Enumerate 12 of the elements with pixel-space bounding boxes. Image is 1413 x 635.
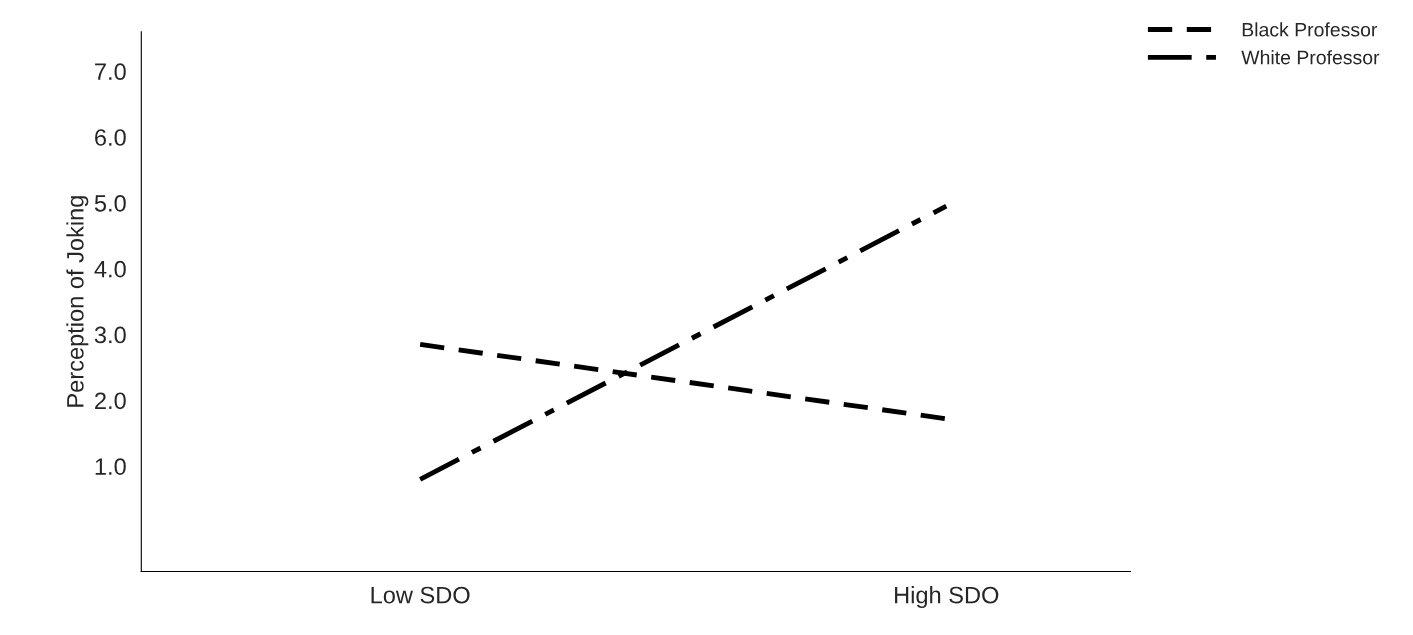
y-tick-label: 1.0 [95,458,126,475]
legend-label: Black Professor [1242,22,1378,37]
y-tick-label: 6.0 [95,129,126,146]
y-tick-label: 3.0 [94,326,126,344]
legend-label: White Professor [1241,50,1380,65]
x-tick-label: High SDO [895,586,999,609]
x-tick-label: Low SDO [371,586,470,604]
y-tick-label: 2.0 [95,392,126,410]
y-tick-label: 5.0 [94,194,126,212]
y-tick-label: 7.0 [95,63,126,81]
y-tick-label: 4.0 [94,260,126,278]
y-axis-title: Perception of Joking [66,196,89,407]
